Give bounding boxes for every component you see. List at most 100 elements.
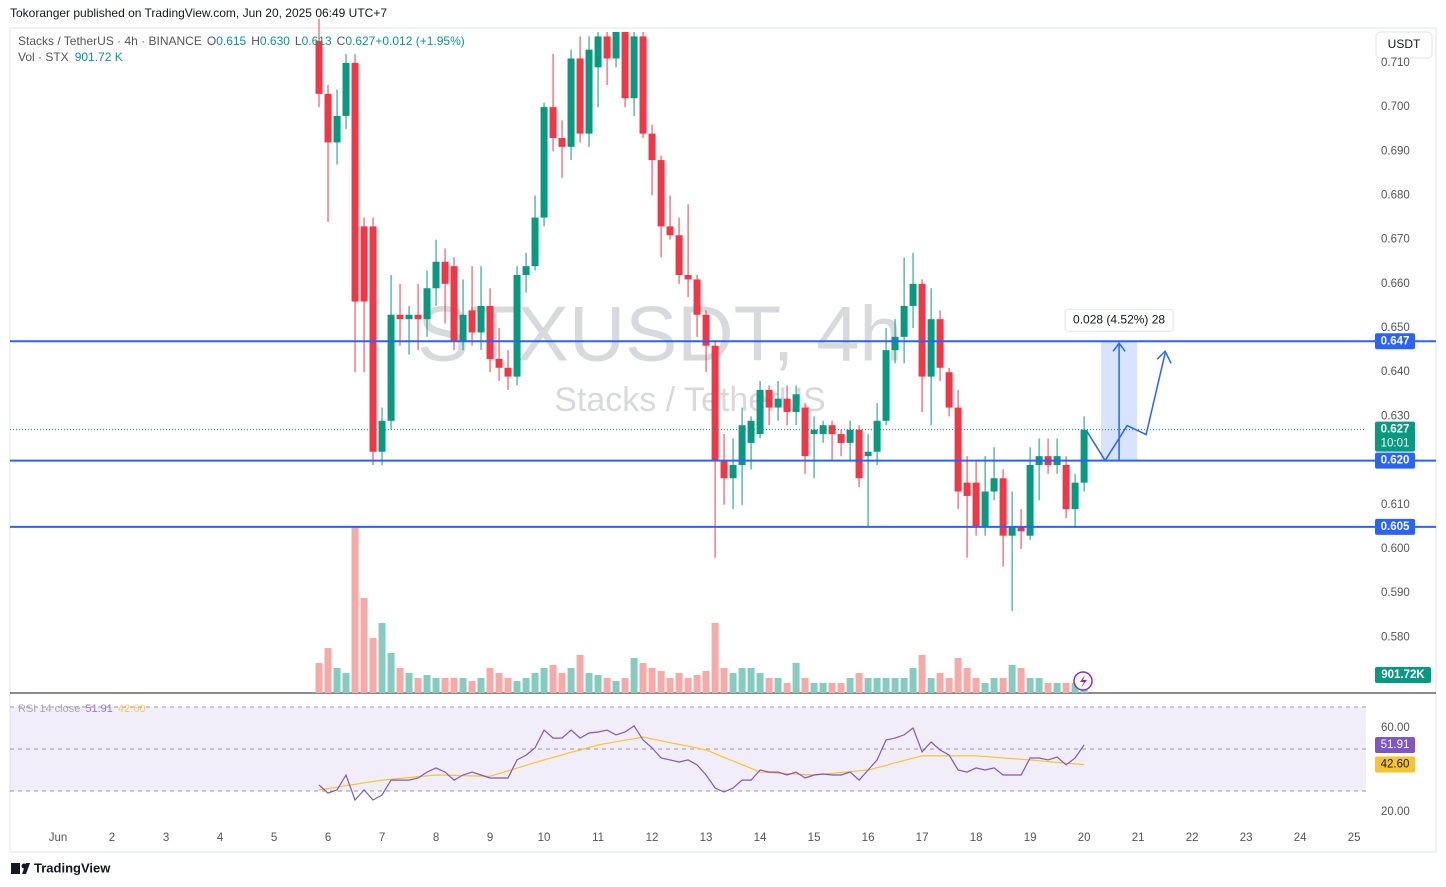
currency-button-label[interactable]: USDT: [1388, 37, 1421, 51]
x-tick-label: 9: [487, 832, 493, 844]
volume-bar: [1044, 683, 1052, 693]
candle-body: [360, 226, 368, 302]
candle-body: [1071, 482, 1079, 510]
volume-bar: [801, 678, 809, 693]
y-tick-label: 0.680: [1381, 189, 1410, 201]
volume-bar: [387, 653, 395, 693]
volume-bar: [540, 668, 548, 693]
volume-tag: [1375, 667, 1431, 683]
volume-bar: [1026, 678, 1034, 693]
candle-body: [603, 36, 611, 59]
candle-body: [495, 358, 503, 368]
volume-bar: [918, 655, 926, 693]
candle-body: [882, 350, 890, 421]
candle-body: [765, 389, 773, 408]
volume-bar: [693, 675, 701, 693]
legend-value: 0.615: [216, 34, 246, 48]
candle-body: [936, 319, 944, 368]
rsi-ma-last-label: 42.60: [1381, 759, 1410, 771]
legend-value: 0.630: [260, 34, 290, 48]
y-tick-label: 0.660: [1381, 278, 1410, 290]
legend-symbol: Stacks / TetherUS · 4h · BINANCE: [18, 34, 202, 48]
candle-body: [999, 478, 1007, 536]
volume-bar: [621, 678, 629, 693]
candle-body: [675, 235, 683, 275]
volume-bar: [756, 673, 764, 693]
volume-bar: [792, 663, 800, 693]
volume-bar: [1071, 683, 1079, 693]
volume-bar: [576, 655, 584, 693]
measure-label: 0.028 (4.52%) 28: [1073, 312, 1165, 326]
candle-body: [711, 345, 719, 461]
volume-bar: [936, 673, 944, 693]
volume-bar: [468, 681, 476, 693]
legend-volume-key: Vol · STX: [18, 50, 69, 64]
x-tick-label: 21: [1132, 832, 1145, 844]
candle-body: [693, 279, 701, 315]
volume-bar: [495, 673, 503, 693]
candle-body: [837, 434, 845, 443]
x-tick-label: 20: [1078, 832, 1091, 844]
candle-body: [774, 398, 782, 408]
volume-bar: [432, 678, 440, 693]
volume-bar: [1017, 668, 1025, 693]
y-tick-label: 0.650: [1381, 322, 1410, 334]
x-tick-label: 25: [1348, 832, 1361, 844]
volume-bar: [324, 648, 332, 693]
candle-body: [684, 275, 692, 280]
volume-bar: [1053, 683, 1061, 693]
volume-bar: [702, 671, 710, 693]
x-tick-label: 24: [1294, 832, 1307, 844]
volume-bar: [396, 668, 404, 693]
candle-body: [981, 491, 989, 527]
candle-body: [1062, 465, 1070, 510]
header: Tokoranger published on TradingView.com,…: [10, 6, 387, 20]
candle-body: [369, 226, 377, 452]
volume-bar: [837, 683, 845, 693]
volume-bar: [666, 678, 674, 693]
currency-button[interactable]: [1375, 31, 1433, 59]
volume-bar: [846, 678, 854, 693]
legend-value: 0.613: [302, 34, 332, 48]
volume-bar: [657, 671, 665, 693]
measure-arrow-head: [1112, 342, 1126, 352]
volume-bar: [747, 668, 755, 693]
y-tick-label: 0.590: [1381, 587, 1410, 599]
volume-bar: [990, 678, 998, 693]
level-label: 0.647: [1381, 335, 1410, 347]
rsi-legend-ma: 42.60: [118, 703, 146, 715]
volume-bar: [648, 668, 656, 693]
candle-body: [621, 31, 629, 99]
candle-body: [945, 372, 953, 408]
volume-bar: [603, 678, 611, 693]
x-tick-label: 15: [808, 832, 821, 844]
legend-key: L: [295, 34, 302, 48]
volume-bar: [405, 673, 413, 693]
legend-symbol-line: Stacks / TetherUS · 4h · BINANCE O0.615 H0…: [18, 34, 465, 48]
last-price-label: 0.627: [1381, 424, 1410, 436]
volume-bar: [369, 638, 377, 693]
candle-body: [441, 261, 449, 284]
candle-body: [504, 367, 512, 377]
x-tick-label: 12: [646, 832, 659, 844]
candle-body: [783, 398, 791, 412]
y-tick-label: 0.710: [1381, 57, 1410, 69]
measure-label-box: [1064, 308, 1174, 332]
candle-body: [549, 107, 557, 139]
candle-body: [387, 314, 395, 421]
level-label: 0.605: [1381, 521, 1410, 533]
volume-bar: [360, 598, 368, 693]
rsi-last-label: 51.91: [1381, 739, 1410, 751]
volume-bar: [333, 668, 341, 693]
candle-body: [396, 314, 404, 320]
volume-bar: [477, 678, 485, 693]
candle-body: [648, 133, 656, 161]
candle-body: [1080, 429, 1088, 483]
legend-volume-line: Vol · STX 901.72 K: [18, 50, 123, 64]
last-price-tag: [1375, 421, 1415, 452]
y-tick-label: 0.580: [1381, 631, 1410, 643]
volume-bar: [675, 673, 683, 693]
x-tick-label: 3: [163, 832, 169, 844]
